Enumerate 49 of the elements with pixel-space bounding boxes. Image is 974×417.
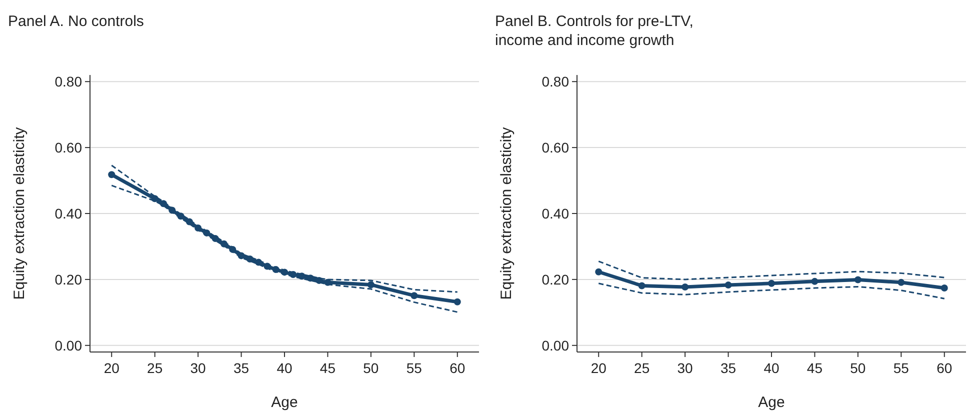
point [724,282,732,289]
y-tick-label: 0.80 [54,73,82,90]
x-tick-label: 45 [806,360,823,376]
x-tick-label: 40 [276,360,292,376]
chart-title: Panel A. No controls [8,13,144,30]
point [367,281,374,288]
point [854,276,862,284]
line-series [598,282,946,300]
x-tick-label: 55 [406,360,422,376]
x-tick-label: 30 [190,360,206,376]
point [682,284,689,291]
y-tick-label: 0.00 [54,337,82,354]
x-tick-label: 50 [850,360,866,376]
y-tick-label: 0.00 [542,337,570,354]
chart-title: Panel B. Controls for pre-LTV, income and income growth [495,13,694,49]
x-axis-title: Age [758,394,785,411]
y-tick-label: 0.20 [542,271,570,288]
x-tick-label: 30 [677,360,694,376]
point [638,282,646,290]
y-axis-title: Equity extraction elasticity [498,126,515,300]
point [811,278,818,285]
line-series [598,260,946,280]
point [595,268,602,276]
x-tick-label: 35 [720,360,736,376]
x-tick-label: 55 [893,360,910,376]
y-axis-title: Equity extraction elasticity [11,126,28,300]
x-tick-label: 35 [233,360,250,376]
point [898,278,905,286]
x-tick-label: 60 [450,360,466,376]
point [454,298,461,306]
x-tick-label: 25 [147,360,163,376]
y-tick-label: 0.40 [54,205,82,222]
y-tick-label: 0.20 [54,271,82,288]
x-tick-label: 20 [104,360,120,376]
y-tick-label: 0.80 [542,73,570,90]
x-tick-label: 20 [590,360,607,376]
y-tick-label: 0.60 [54,139,82,156]
point [410,292,418,300]
x-tick-label: 45 [320,360,336,376]
point [108,171,116,178]
x-tick-label: 50 [363,360,379,376]
x-axis-title: Age [271,394,298,411]
y-tick-label: 0.40 [542,205,570,222]
point [940,284,948,292]
point [768,280,775,287]
x-tick-label: 60 [936,360,952,376]
x-tick-label: 40 [764,360,780,376]
x-tick-label: 25 [634,360,650,376]
y-tick-label: 0.60 [542,139,570,156]
